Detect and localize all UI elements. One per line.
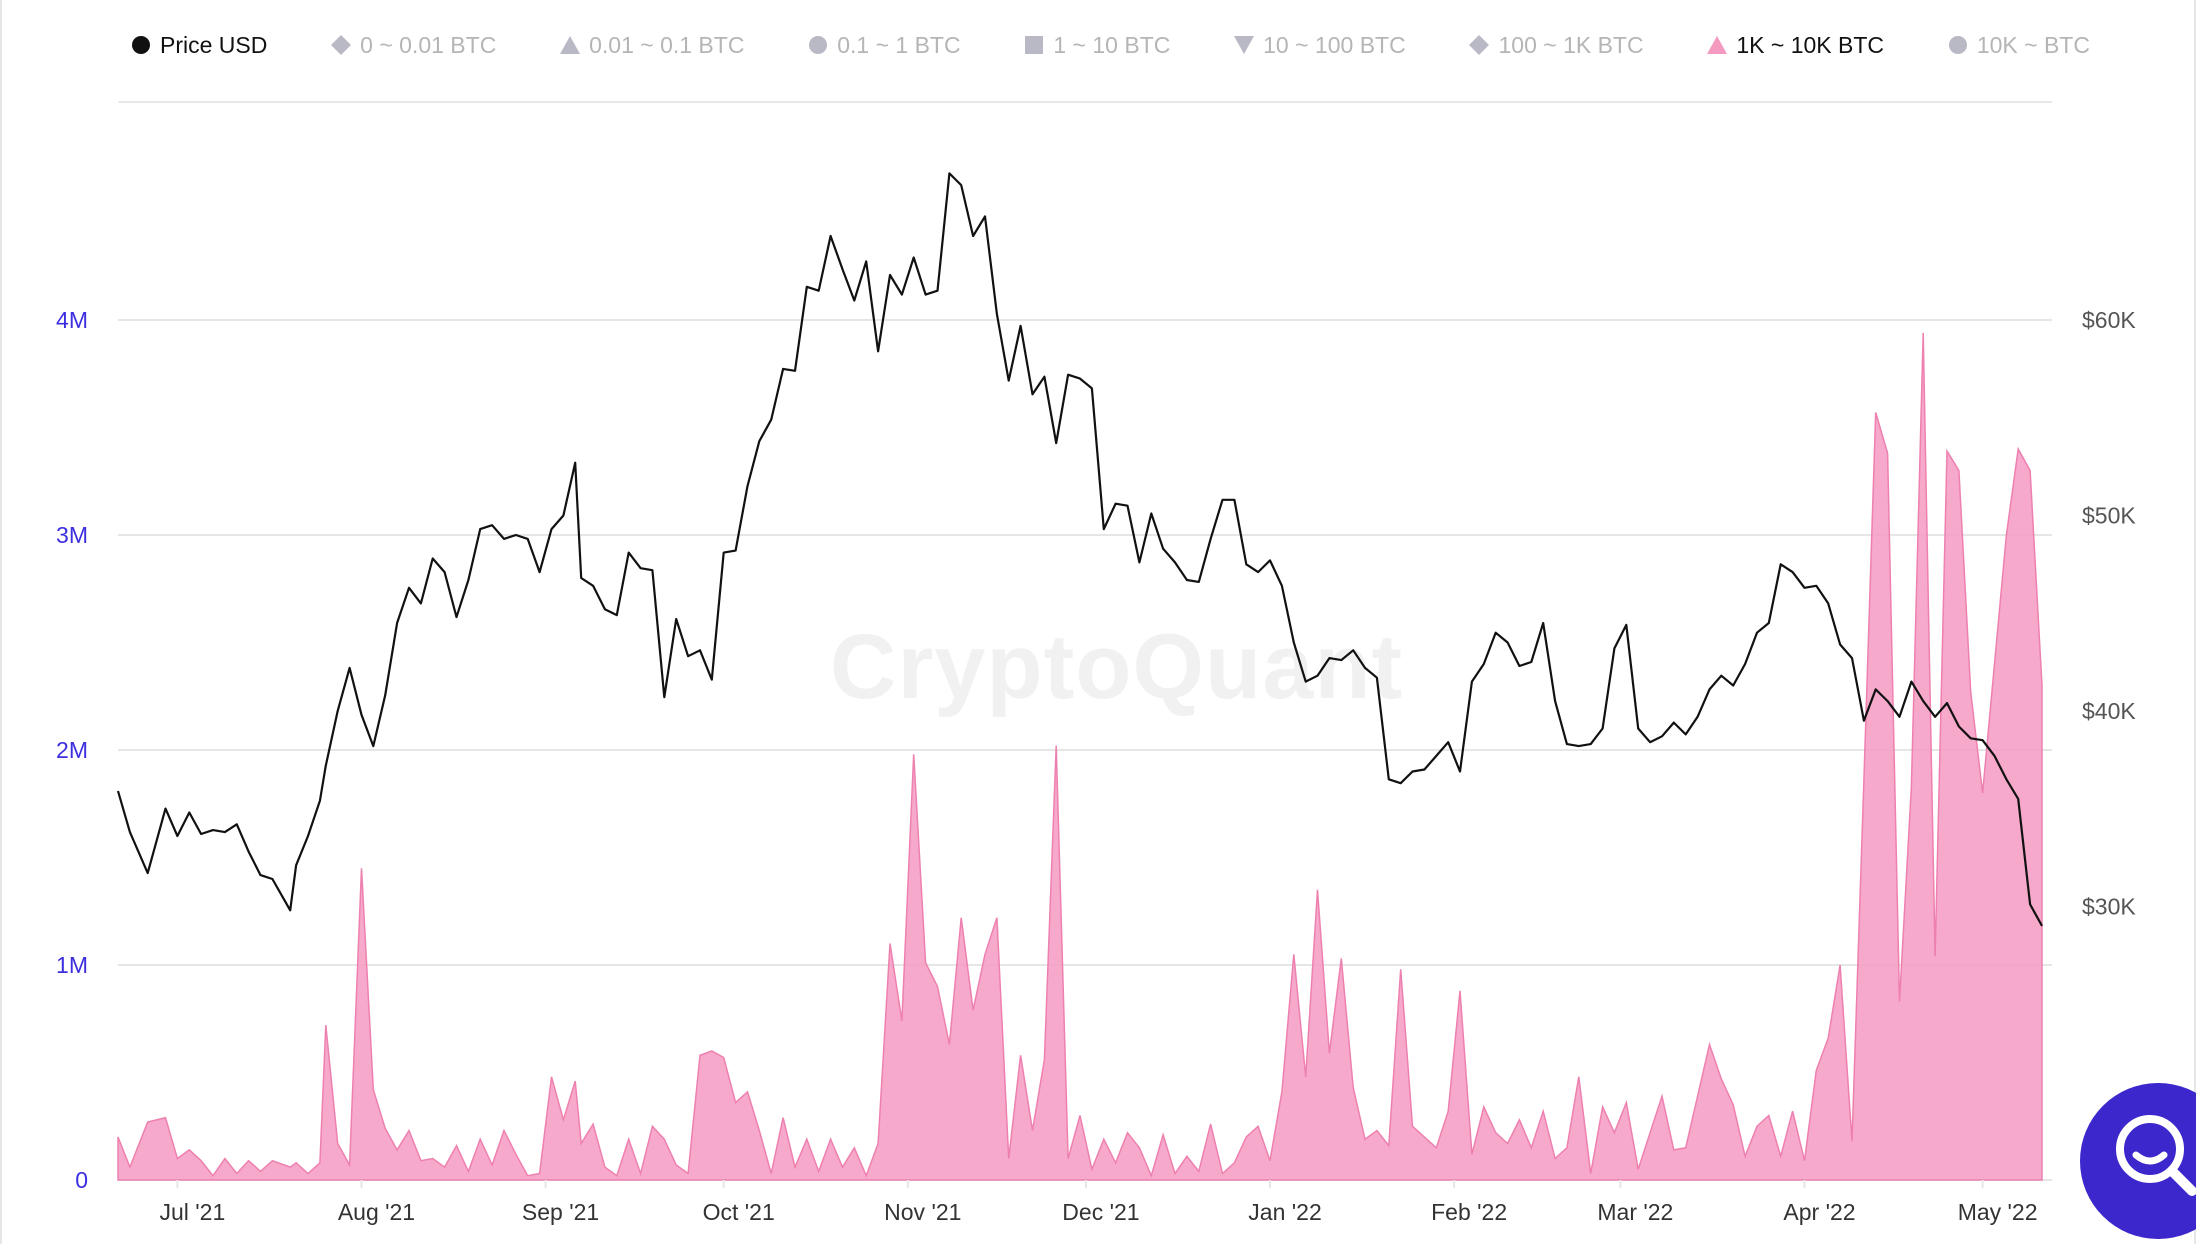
- y-right-tick-label: $60K: [2082, 307, 2136, 333]
- x-tick-label: Feb '22: [1431, 1199, 1507, 1225]
- legend-item-5[interactable]: 10 ~ 100 BTC: [1233, 32, 1406, 59]
- x-tick-label: Mar '22: [1597, 1199, 1673, 1225]
- area-path: [117, 332, 2043, 1181]
- legend-label: 10 ~ 100 BTC: [1263, 31, 1406, 58]
- x-tick-label: Nov '21: [884, 1199, 961, 1225]
- legend-label: 0.01 ~ 0.1 BTC: [589, 31, 745, 58]
- triangle-down-marker-icon: [1234, 36, 1255, 54]
- y-right-tick-label: $30K: [2082, 893, 2136, 919]
- watermark: CryptoQuant: [830, 616, 1404, 718]
- legend-label: 1 ~ 10 BTC: [1053, 31, 1171, 58]
- x-tick-label: Jul '21: [159, 1199, 225, 1225]
- y-left-tick-label: 0: [75, 1167, 88, 1193]
- x-tick-label: Apr '22: [1783, 1199, 1855, 1225]
- x-tick-label: Jan '22: [1248, 1199, 1321, 1225]
- legend-item-7[interactable]: 1K ~ 10K BTC: [1706, 32, 1884, 59]
- y-left-tick-label: 4M: [56, 307, 88, 333]
- x-tick-label: Sep '21: [522, 1199, 599, 1225]
- search-button[interactable]: [2080, 1083, 2196, 1239]
- circle-marker-icon: [809, 36, 828, 54]
- legend-label: 100 ~ 1K BTC: [1498, 31, 1644, 58]
- x-tick-label: Aug '21: [338, 1199, 415, 1225]
- y-axis-right: $30K $40K $50K $60K: [2082, 307, 2136, 919]
- grid-lines: [118, 319, 2052, 1181]
- x-tick-label: May '22: [1958, 1199, 2038, 1225]
- legend-label: 0 ~ 0.01 BTC: [360, 31, 497, 58]
- circle-marker-icon: [132, 36, 150, 54]
- triangle-marker-icon: [560, 36, 581, 54]
- legend-item-4[interactable]: 1 ~ 10 BTC: [1023, 32, 1170, 59]
- x-tick-label: Oct '21: [703, 1199, 775, 1225]
- legend-item-1[interactable]: 0 ~ 0.01 BTC: [330, 32, 496, 59]
- x-tick-label: Dec '21: [1062, 1199, 1139, 1225]
- diamond-marker-icon: [331, 35, 352, 55]
- line-series-price-usd: [116, 172, 2043, 927]
- triangle-marker-icon: [1707, 36, 1728, 54]
- y-left-tick-label: 2M: [56, 737, 88, 763]
- y-left-tick-label: 1M: [56, 952, 88, 978]
- legend-item-0[interactable]: Price USD: [130, 32, 267, 59]
- legend-item-3[interactable]: 0.1 ~ 1 BTC: [807, 31, 961, 59]
- y-right-tick-label: $50K: [2082, 502, 2136, 528]
- y-axis-left: 0 1M 2M 3M 4M: [56, 307, 88, 1193]
- legend-label: 0.1 ~ 1 BTC: [837, 31, 961, 58]
- legend-divider: [118, 101, 2052, 103]
- circle-marker-icon: [1948, 36, 1967, 54]
- square-marker-icon: [1025, 36, 1044, 54]
- legend-label: 1K ~ 10K BTC: [1736, 31, 1885, 58]
- y-right-tick-label: $40K: [2082, 698, 2136, 724]
- legend-item-6[interactable]: 100 ~ 1K BTC: [1468, 31, 1644, 59]
- legend-item-8[interactable]: 10K ~ BTC: [1947, 32, 2090, 59]
- x-axis: Jul '21 Aug '21 Sep '21 Oct '21 Nov '21 Dec '…: [159, 1180, 2038, 1225]
- search-icon: [2116, 1115, 2196, 1196]
- legend-label: Price USD: [160, 31, 268, 58]
- price-line-path: [116, 172, 2043, 927]
- diamond-marker-icon: [1469, 35, 1490, 55]
- legend-item-2[interactable]: 0.01 ~ 0.1 BTC: [559, 32, 744, 59]
- legend-label: 10K ~ BTC: [1976, 31, 2090, 58]
- area-series-1k-10k-btc: [117, 332, 2043, 1181]
- y-left-tick-label: 3M: [56, 522, 88, 548]
- chart-legend: Price USD 0 ~ 0.01 BTC 0.01 ~ 0.1 BTC 0.1 ~…: [130, 28, 2090, 62]
